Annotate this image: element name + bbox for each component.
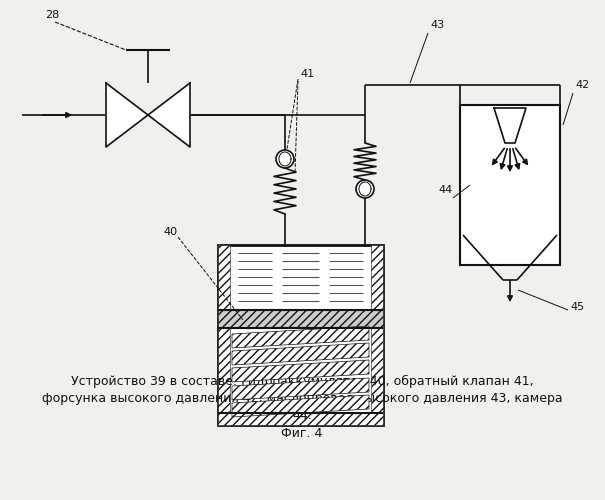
Text: 45: 45 [570,302,584,312]
Polygon shape [148,83,190,147]
Polygon shape [232,378,369,400]
Polygon shape [232,395,369,417]
Text: 41: 41 [300,69,314,79]
Text: 44.: 44. [292,409,312,422]
Bar [218,310,383,328]
Text: форсунка высокого давления 42, маслопровод высокого давления 43, камера: форсунка высокого давления 42, маслопров… [42,392,562,405]
Polygon shape [106,83,148,147]
Text: Устройство 39 в составе: гидроаккумулятор 40, обратный клапан 41,: Устройство 39 в составе: гидроаккумулято… [71,375,534,388]
Text: 40: 40 [164,227,178,237]
Text: 43: 43 [430,20,444,30]
Text: 42: 42 [575,80,589,90]
Bar [218,245,383,425]
Text: Фиг. 4: Фиг. 4 [281,427,322,440]
Bar [218,245,230,425]
Bar [371,245,383,425]
Text: 44: 44 [439,185,453,195]
Bar [218,413,383,425]
Bar [460,105,560,265]
Polygon shape [232,360,369,382]
Circle shape [276,150,294,168]
Polygon shape [232,343,369,365]
Text: 28: 28 [45,10,59,20]
Polygon shape [232,326,369,348]
Circle shape [356,180,374,198]
Polygon shape [494,108,526,143]
